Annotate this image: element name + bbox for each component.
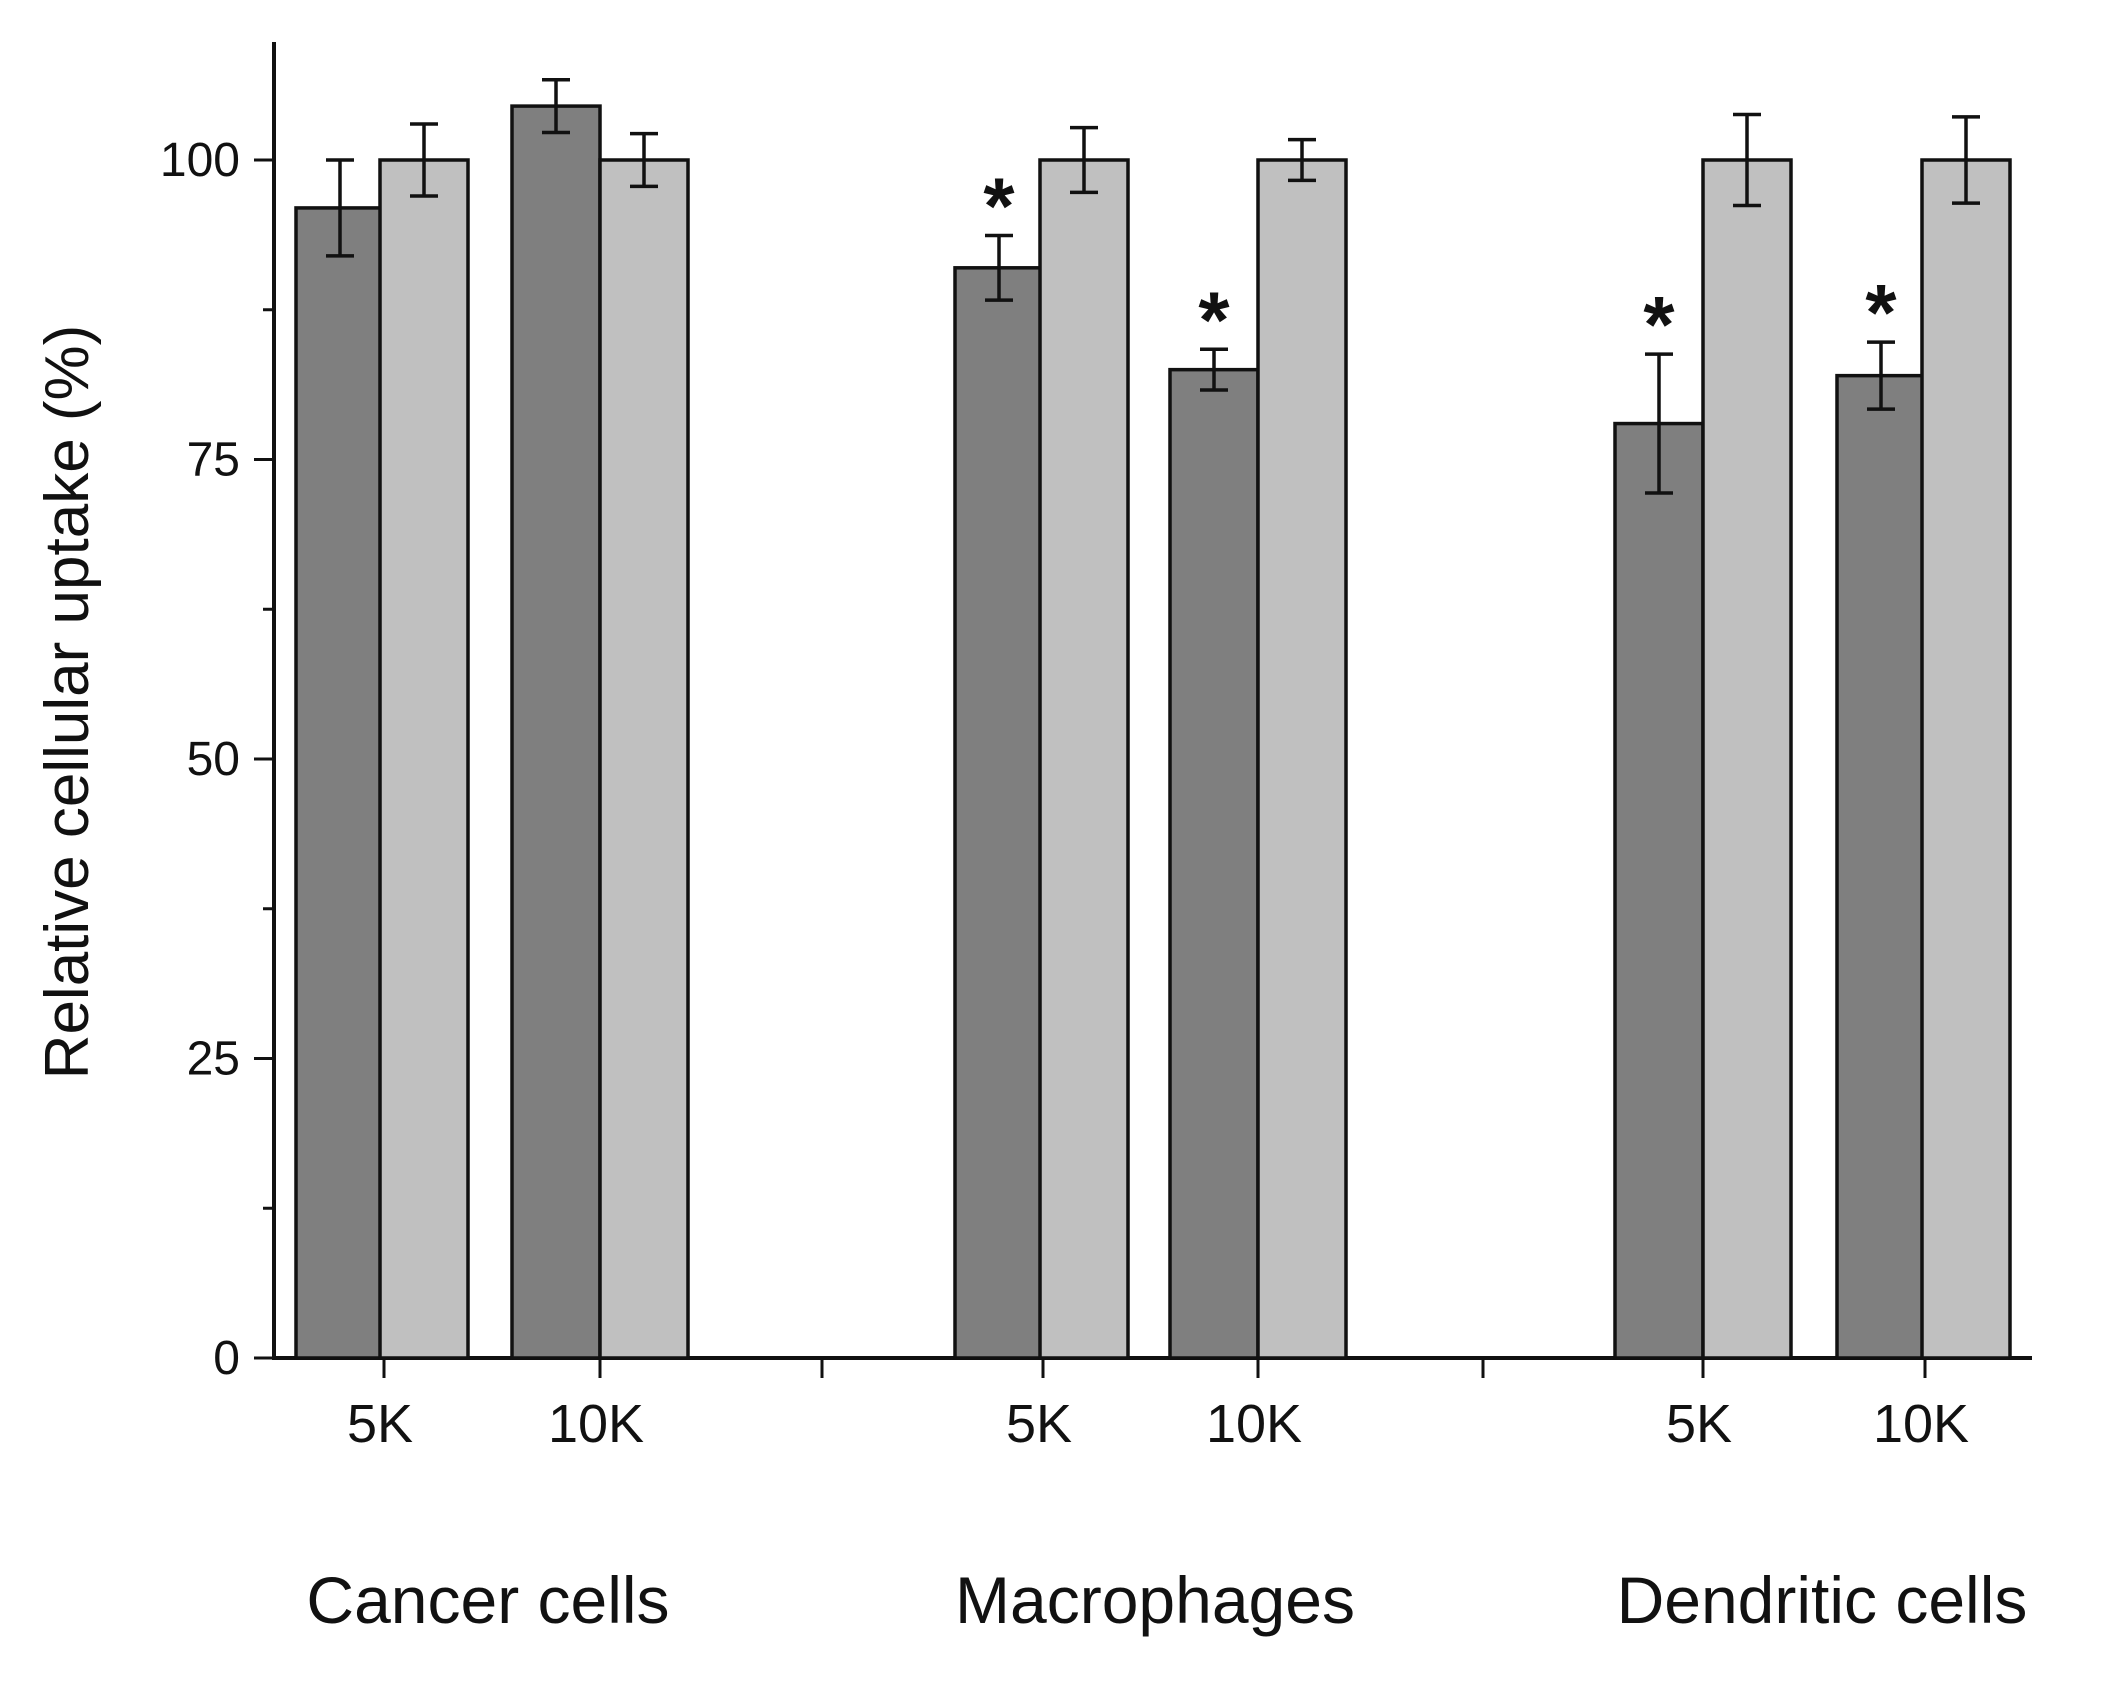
x-subgroup-label: 5K xyxy=(1006,1394,1072,1454)
bar-dark xyxy=(1613,421,1705,1360)
significance-star: * xyxy=(1865,268,1897,357)
x-subgroup-label: 10K xyxy=(1873,1394,1969,1454)
x-group-label: Macrophages xyxy=(955,1563,1355,1637)
bar-light xyxy=(1038,158,1130,1360)
bar-dark xyxy=(953,266,1045,1360)
bar-light xyxy=(1701,158,1793,1360)
y-axis-title: Relative cellular uptake (%) xyxy=(33,325,102,1080)
significance-star: * xyxy=(1198,275,1230,364)
labels: 0 25 50 75 100 5K 10K Cancer cells * 5K * 10K Macrop… xyxy=(160,134,2027,1637)
y-tick-label: 50 xyxy=(187,733,240,786)
bar-dark xyxy=(1835,373,1927,1360)
bar-light xyxy=(598,158,690,1360)
bar-light xyxy=(378,158,470,1360)
bar-dark xyxy=(510,104,602,1360)
x-subgroup-label: 5K xyxy=(347,1394,413,1454)
y-tick-label: 100 xyxy=(160,134,240,187)
x-group-label: Cancer cells xyxy=(306,1563,669,1637)
significance-star: * xyxy=(983,161,1015,250)
significance-star: * xyxy=(1643,280,1675,369)
x-subgroup-label: 5K xyxy=(1666,1394,1732,1454)
y-tick-label: 0 xyxy=(213,1332,240,1385)
x-subgroup-label: 10K xyxy=(1206,1394,1302,1454)
bar-light xyxy=(1256,158,1348,1360)
bar-light xyxy=(1920,158,2012,1360)
bar-dark xyxy=(1168,367,1260,1360)
bar-dark xyxy=(294,206,386,1360)
x-subgroup-label: 10K xyxy=(548,1394,644,1454)
y-tick-label: 75 xyxy=(187,434,240,487)
bars xyxy=(294,104,2012,1360)
x-group-label: Dendritic cells xyxy=(1617,1563,2028,1637)
y-tick-label: 25 xyxy=(187,1033,240,1086)
error-bars xyxy=(326,77,1980,495)
